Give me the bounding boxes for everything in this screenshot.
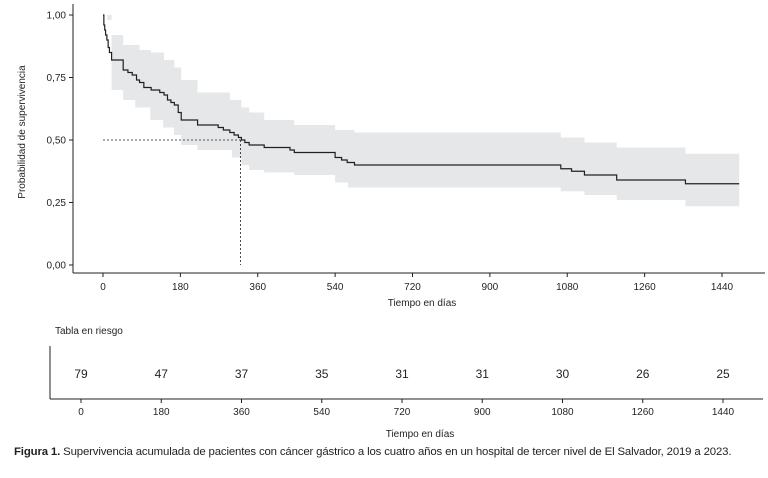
risk-table-x-axis-title: Tiempo en días (386, 429, 455, 440)
x-axis-title: Tiempo en días (388, 298, 457, 309)
y-tick-label: 0,25 (47, 198, 67, 209)
risk-x-tick-label: 540 (313, 407, 330, 418)
x-tick-label: 1260 (634, 282, 657, 293)
risk-x-tick-label: 360 (233, 407, 250, 418)
y-axis-title: Probabilidad de supervivencia (17, 65, 28, 199)
at-risk-count: 35 (315, 367, 329, 381)
x-tick-label: 360 (249, 282, 266, 293)
at-risk-count: 25 (716, 367, 730, 381)
km-plot: 0,00 0,25 0,50 0,75 1,00 0 180 360 540 720 900 108… (17, 4, 765, 309)
x-tick-label: 180 (172, 282, 189, 293)
y-tick-label: 0,50 (47, 136, 67, 147)
y-tick-label: 1,00 (47, 11, 67, 22)
at-risk-count: 79 (74, 367, 88, 381)
risk-x-tick-label: 900 (474, 407, 491, 418)
at-risk-count: 30 (556, 367, 570, 381)
risk-x-tick-label: 1440 (712, 407, 735, 418)
risk-table-title: Tabla en riesgo (55, 326, 123, 337)
caption-text: Supervivencia acumulada de pacientes con… (60, 446, 732, 458)
risk-x-tick-label: 0 (78, 407, 84, 418)
risk-x-tick-label: 1080 (551, 407, 574, 418)
x-tick-label: 0 (100, 282, 106, 293)
risk-x-tick-label: 720 (394, 407, 411, 418)
risk-table: Tabla en riesgo 79 47 37 35 31 31 30 26 25 0 180 3… (49, 326, 763, 440)
caption-label: Figura 1. (14, 446, 61, 458)
at-risk-count: 31 (395, 367, 409, 381)
at-risk-count: 26 (636, 367, 650, 381)
at-risk-count: 47 (155, 367, 169, 381)
at-risk-count: 31 (476, 367, 490, 381)
x-tick-label: 720 (404, 282, 421, 293)
x-tick-label: 540 (327, 282, 344, 293)
y-tick-label: 0,00 (47, 261, 67, 272)
at-risk-count: 37 (235, 367, 249, 381)
survival-curve (103, 14, 740, 185)
risk-x-tick-label: 1260 (632, 407, 655, 418)
figure-caption: Figura 1. Supervivencia acumulada de pac… (14, 446, 731, 458)
confidence-band (103, 15, 740, 207)
x-tick-label: 1080 (556, 282, 579, 293)
x-tick-label: 1440 (711, 282, 734, 293)
risk-x-tick-label: 180 (153, 407, 170, 418)
x-tick-label: 900 (482, 282, 499, 293)
y-tick-label: 0,75 (47, 73, 67, 84)
